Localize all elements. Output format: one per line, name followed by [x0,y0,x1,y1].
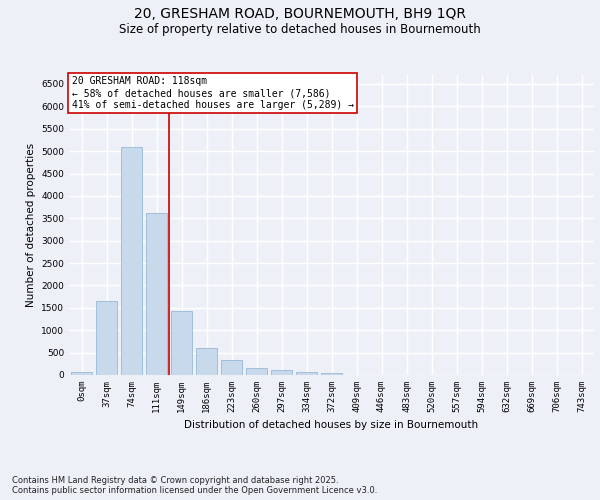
Text: 20, GRESHAM ROAD, BOURNEMOUTH, BH9 1QR: 20, GRESHAM ROAD, BOURNEMOUTH, BH9 1QR [134,8,466,22]
X-axis label: Distribution of detached houses by size in Bournemouth: Distribution of detached houses by size … [184,420,479,430]
Bar [146,213,167,375]
Bar [171,311,192,375]
Text: Contains HM Land Registry data © Crown copyright and database right 2025.
Contai: Contains HM Land Registry data © Crown c… [12,476,377,495]
Bar [221,360,242,375]
Bar [246,368,267,375]
Text: Size of property relative to detached houses in Bournemouth: Size of property relative to detached ho… [119,22,481,36]
Bar [196,348,217,375]
Bar [321,373,342,375]
Bar [121,146,142,375]
Bar [271,370,292,375]
Bar [296,372,317,375]
Bar [71,372,92,375]
Y-axis label: Number of detached properties: Number of detached properties [26,143,35,307]
Text: 20 GRESHAM ROAD: 118sqm
← 58% of detached houses are smaller (7,586)
41% of semi: 20 GRESHAM ROAD: 118sqm ← 58% of detache… [71,76,353,110]
Bar [96,301,117,375]
